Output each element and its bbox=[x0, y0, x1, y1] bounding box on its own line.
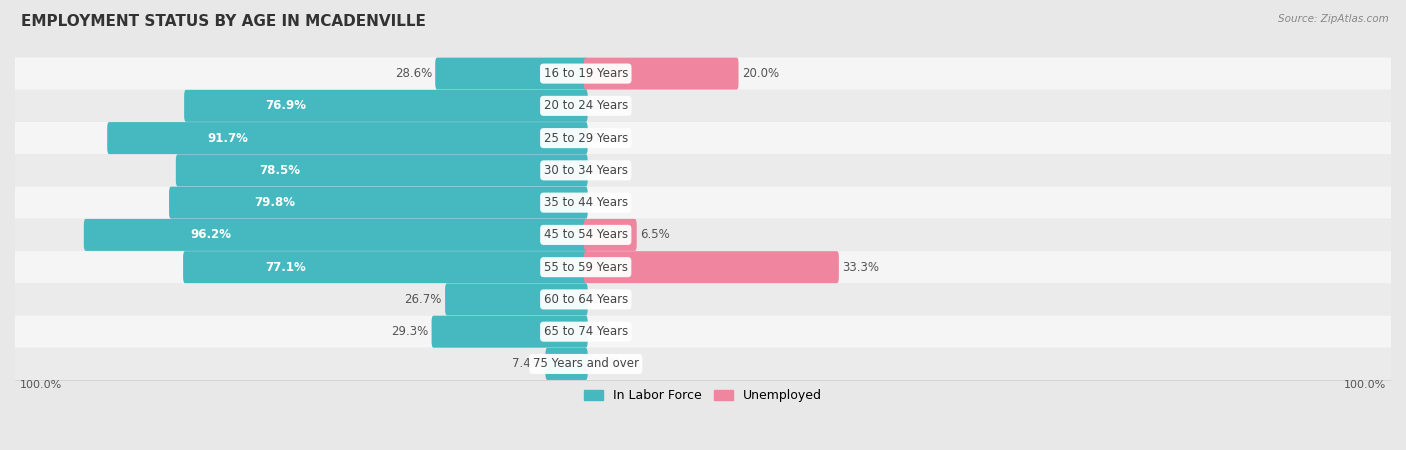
Text: 45 to 54 Years: 45 to 54 Years bbox=[544, 229, 628, 241]
FancyBboxPatch shape bbox=[84, 219, 588, 251]
FancyBboxPatch shape bbox=[184, 90, 588, 122]
Text: 35 to 44 Years: 35 to 44 Years bbox=[544, 196, 628, 209]
Text: 25 to 29 Years: 25 to 29 Years bbox=[544, 131, 628, 144]
Text: 55 to 59 Years: 55 to 59 Years bbox=[544, 261, 628, 274]
FancyBboxPatch shape bbox=[583, 219, 637, 251]
FancyBboxPatch shape bbox=[15, 251, 1391, 284]
FancyBboxPatch shape bbox=[176, 154, 588, 186]
Text: 33.3%: 33.3% bbox=[842, 261, 879, 274]
FancyBboxPatch shape bbox=[15, 154, 1391, 186]
Text: EMPLOYMENT STATUS BY AGE IN MCADENVILLE: EMPLOYMENT STATUS BY AGE IN MCADENVILLE bbox=[21, 14, 426, 28]
FancyBboxPatch shape bbox=[15, 90, 1391, 122]
Text: 26.7%: 26.7% bbox=[405, 293, 441, 306]
Text: 28.6%: 28.6% bbox=[395, 67, 432, 80]
FancyBboxPatch shape bbox=[15, 348, 1391, 380]
Text: 6.5%: 6.5% bbox=[640, 229, 669, 241]
Text: 75 Years and over: 75 Years and over bbox=[533, 357, 638, 370]
Text: 29.3%: 29.3% bbox=[391, 325, 429, 338]
Text: 30 to 34 Years: 30 to 34 Years bbox=[544, 164, 628, 177]
Text: 20 to 24 Years: 20 to 24 Years bbox=[544, 99, 628, 112]
Text: 78.5%: 78.5% bbox=[259, 164, 301, 177]
FancyBboxPatch shape bbox=[546, 348, 588, 380]
FancyBboxPatch shape bbox=[436, 58, 588, 90]
Text: 16 to 19 Years: 16 to 19 Years bbox=[544, 67, 628, 80]
FancyBboxPatch shape bbox=[15, 186, 1391, 219]
Text: 0.0%: 0.0% bbox=[591, 131, 620, 144]
FancyBboxPatch shape bbox=[15, 315, 1391, 348]
Text: 60 to 64 Years: 60 to 64 Years bbox=[544, 293, 628, 306]
Text: 0.0%: 0.0% bbox=[591, 357, 620, 370]
FancyBboxPatch shape bbox=[15, 219, 1391, 251]
Text: 0.0%: 0.0% bbox=[591, 196, 620, 209]
Text: 96.2%: 96.2% bbox=[190, 229, 231, 241]
FancyBboxPatch shape bbox=[432, 316, 588, 348]
FancyBboxPatch shape bbox=[446, 284, 588, 315]
Text: 20.0%: 20.0% bbox=[742, 67, 779, 80]
Text: 0.0%: 0.0% bbox=[591, 99, 620, 112]
Text: 0.0%: 0.0% bbox=[591, 293, 620, 306]
Text: 76.9%: 76.9% bbox=[266, 99, 307, 112]
Text: 100.0%: 100.0% bbox=[1344, 380, 1386, 390]
Text: 65 to 74 Years: 65 to 74 Years bbox=[544, 325, 628, 338]
Text: 0.0%: 0.0% bbox=[591, 325, 620, 338]
FancyBboxPatch shape bbox=[583, 58, 738, 90]
Text: 77.1%: 77.1% bbox=[264, 261, 305, 274]
Text: 91.7%: 91.7% bbox=[208, 131, 249, 144]
FancyBboxPatch shape bbox=[107, 122, 588, 154]
FancyBboxPatch shape bbox=[15, 284, 1391, 315]
Text: 100.0%: 100.0% bbox=[20, 380, 62, 390]
Legend: In Labor Force, Unemployed: In Labor Force, Unemployed bbox=[579, 384, 827, 407]
FancyBboxPatch shape bbox=[15, 122, 1391, 154]
Text: 0.0%: 0.0% bbox=[591, 164, 620, 177]
Text: 79.8%: 79.8% bbox=[254, 196, 295, 209]
FancyBboxPatch shape bbox=[583, 251, 839, 283]
FancyBboxPatch shape bbox=[169, 187, 588, 219]
Text: 7.4%: 7.4% bbox=[512, 357, 543, 370]
FancyBboxPatch shape bbox=[15, 58, 1391, 90]
FancyBboxPatch shape bbox=[183, 251, 588, 283]
Text: Source: ZipAtlas.com: Source: ZipAtlas.com bbox=[1278, 14, 1389, 23]
